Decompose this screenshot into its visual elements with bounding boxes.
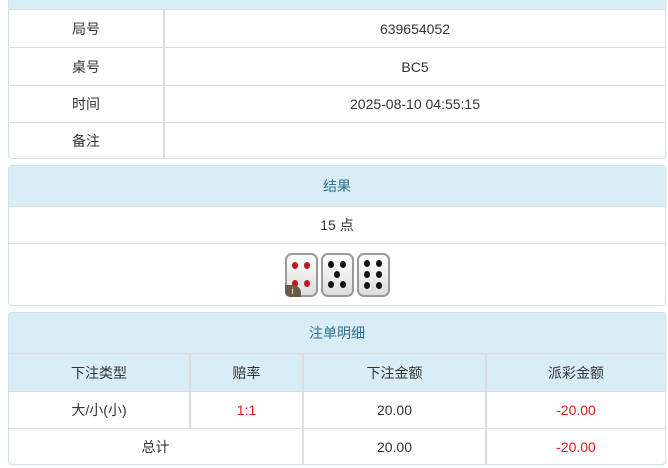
round-info-table: 局号 639654052 桌号 BC5 时间 2025-08-10 04:55:15 … xyxy=(9,9,665,158)
info-label: 桌号 xyxy=(9,47,164,86)
total-payout: -20.00 xyxy=(485,428,665,464)
pip xyxy=(304,280,311,288)
info-label: 时间 xyxy=(9,85,164,123)
round-info-panel: 局号 639654052 桌号 BC5 时间 2025-08-10 04:55:15 … xyxy=(8,0,666,159)
col-bet-amount: 下注金额 xyxy=(302,353,486,392)
info-value: 639654052 xyxy=(163,9,665,48)
info-badge-icon[interactable]: i xyxy=(284,284,301,297)
info-row-remark: 备注 xyxy=(9,122,665,158)
pip xyxy=(376,271,383,279)
info-label: 局号 xyxy=(9,9,164,48)
total-row: 总计 20.00 -20.00 xyxy=(9,428,665,464)
bet-odds: 1:1 xyxy=(189,391,303,429)
col-payout: 派彩金额 xyxy=(485,353,665,392)
info-value: 2025-08-10 04:55:15 xyxy=(163,85,665,123)
pip xyxy=(363,282,370,290)
dice-cell: i xyxy=(9,243,665,305)
dice-group: i xyxy=(9,252,665,297)
col-bet-type: 下注类型 xyxy=(9,353,190,392)
info-label: 备注 xyxy=(9,122,164,158)
info-value: BC5 xyxy=(163,47,665,86)
result-points: 15 点 xyxy=(9,206,665,244)
total-amount: 20.00 xyxy=(302,428,486,464)
pip xyxy=(376,260,383,268)
pip xyxy=(363,271,370,279)
pip xyxy=(376,282,383,290)
pip xyxy=(304,262,311,270)
table-row: 大/小(小) 1:1 20.00 -20.00 xyxy=(9,391,665,429)
bet-detail-panel: 注单明细 下注类型 赔率 下注金额 派彩金额 大/小(小) 1:1 20.00 … xyxy=(8,312,666,465)
die-5-icon xyxy=(320,252,354,297)
col-odds: 赔率 xyxy=(189,353,303,392)
result-title: 结果 xyxy=(9,166,665,206)
bet-table: 下注类型 赔率 下注金额 派彩金额 大/小(小) 1:1 20.00 -20.0… xyxy=(9,353,665,464)
pip xyxy=(327,281,334,289)
info-row-round: 局号 639654052 xyxy=(9,9,665,48)
pip xyxy=(340,281,347,289)
pip xyxy=(291,262,298,270)
bet-detail-title: 注单明细 xyxy=(9,313,665,353)
pip xyxy=(334,271,340,279)
total-label: 总计 xyxy=(9,428,303,464)
info-row-time: 时间 2025-08-10 04:55:15 xyxy=(9,85,665,123)
die-6-icon xyxy=(356,252,390,297)
pip xyxy=(291,280,298,288)
pip xyxy=(363,260,370,268)
bet-payout: -20.00 xyxy=(485,391,665,429)
result-panel: 结果 15 点 i xyxy=(8,165,666,306)
pip xyxy=(327,261,334,269)
info-value xyxy=(163,122,665,158)
die-4-icon: i xyxy=(284,252,318,297)
info-row-table: 桌号 BC5 xyxy=(9,47,665,86)
bet-amount: 20.00 xyxy=(302,391,486,429)
bet-table-header: 下注类型 赔率 下注金额 派彩金额 xyxy=(9,353,665,392)
bet-type: 大/小(小) xyxy=(9,391,190,429)
pip xyxy=(340,261,347,269)
round-info-header xyxy=(9,0,665,9)
